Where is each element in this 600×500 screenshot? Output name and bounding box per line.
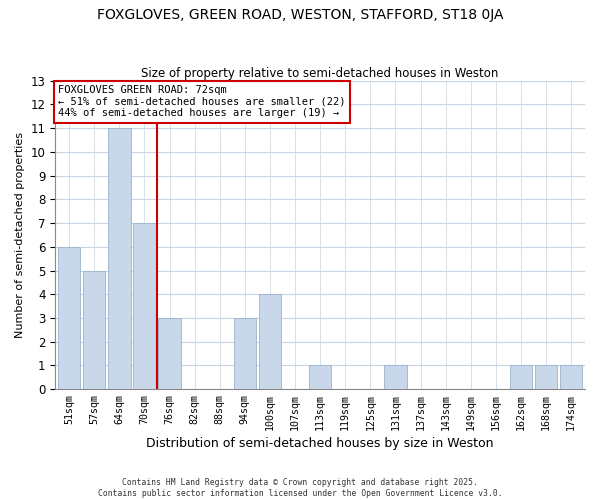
Bar	[133, 223, 155, 389]
Bar	[158, 318, 181, 389]
Text: FOXGLOVES GREEN ROAD: 72sqm
← 51% of semi-detached houses are smaller (22)
44% o: FOXGLOVES GREEN ROAD: 72sqm ← 51% of sem…	[58, 86, 346, 118]
X-axis label: Distribution of semi-detached houses by size in Weston: Distribution of semi-detached houses by …	[146, 437, 494, 450]
Bar	[535, 366, 557, 389]
Bar	[384, 366, 407, 389]
Y-axis label: Number of semi-detached properties: Number of semi-detached properties	[15, 132, 25, 338]
Bar	[259, 294, 281, 389]
Bar	[108, 128, 131, 389]
Bar	[233, 318, 256, 389]
Bar	[83, 270, 106, 389]
Bar	[509, 366, 532, 389]
Bar	[58, 247, 80, 389]
Bar	[309, 366, 331, 389]
Bar	[560, 366, 583, 389]
Text: Contains HM Land Registry data © Crown copyright and database right 2025.
Contai: Contains HM Land Registry data © Crown c…	[98, 478, 502, 498]
Text: FOXGLOVES, GREEN ROAD, WESTON, STAFFORD, ST18 0JA: FOXGLOVES, GREEN ROAD, WESTON, STAFFORD,…	[97, 8, 503, 22]
Title: Size of property relative to semi-detached houses in Weston: Size of property relative to semi-detach…	[142, 66, 499, 80]
